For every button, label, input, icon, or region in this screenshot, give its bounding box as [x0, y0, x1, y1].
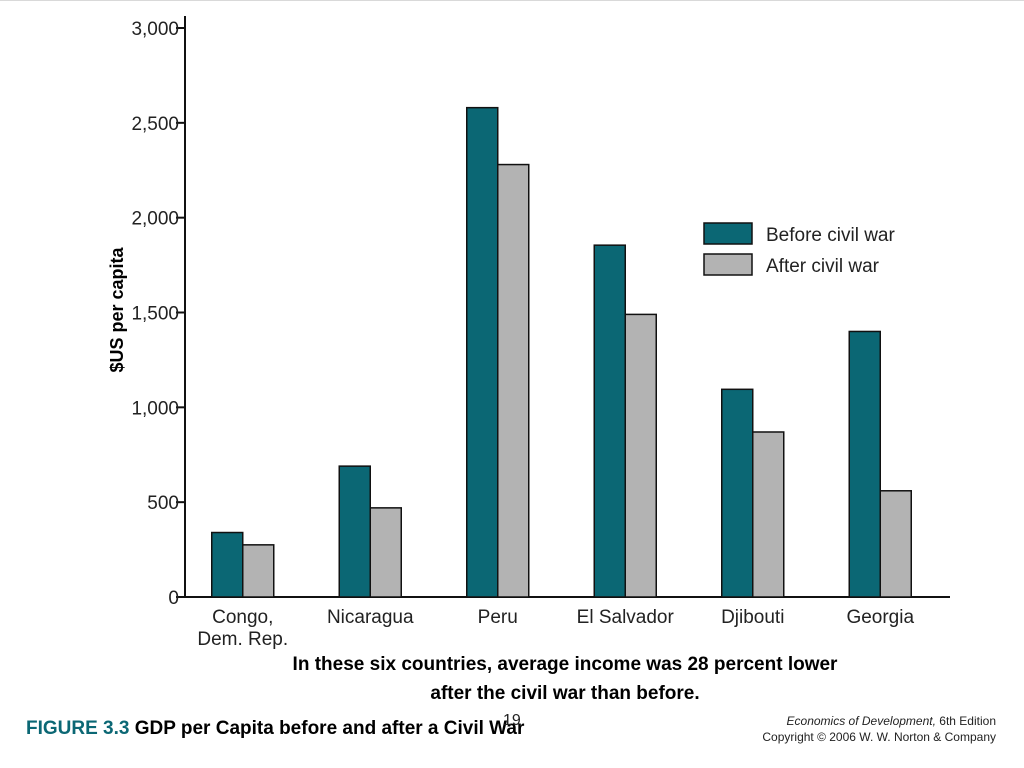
bar-after — [624, 313, 657, 598]
bar-after — [879, 490, 912, 598]
bar-after — [369, 507, 402, 598]
chart-axes — [176, 16, 950, 598]
bar-before — [593, 244, 626, 598]
y-tick-label: 2,500 — [131, 114, 179, 135]
bar-before — [848, 330, 881, 598]
x-tick-label: Peru — [478, 607, 518, 628]
book-edition: 6th Edition — [939, 714, 996, 728]
bar-before — [211, 531, 244, 598]
y-tick-label: 500 — [147, 493, 179, 514]
y-tick-label: 3,000 — [131, 19, 179, 40]
legend-label: After civil war — [766, 256, 880, 277]
chart-bars — [211, 106, 912, 598]
y-axis-label: $US per capita — [107, 246, 127, 372]
y-tick-label: 0 — [168, 588, 179, 609]
x-tick-label: Georgia — [846, 607, 914, 628]
caption-line: In these six countries, average income w… — [292, 654, 838, 675]
slide-number: 19 — [503, 712, 521, 729]
figure-number: FIGURE 3.3 — [26, 718, 130, 739]
bar-after — [497, 163, 530, 598]
publication-credit: Economics of Development, 6th Edition Co… — [762, 713, 996, 745]
chart-caption: In these six countries, average income w… — [240, 650, 890, 708]
bar-before — [721, 388, 754, 598]
x-tick-label: Djibouti — [721, 607, 784, 628]
bar-after — [752, 431, 785, 598]
x-tick-label: Congo, Dem. Rep. — [197, 607, 288, 650]
figure-title: FIGURE 3.3 GDP per Capita before and aft… — [26, 718, 524, 740]
book-title: Economics of Development, — [786, 714, 936, 728]
copyright-text: Copyright © 2006 W. W. Norton & Company — [762, 730, 996, 744]
legend-swatch-before — [703, 222, 753, 245]
bar-after — [242, 544, 275, 598]
caption-line: after the civil war than before. — [430, 683, 700, 704]
y-tick-label: 2,000 — [131, 209, 179, 230]
bar-chart: 0 500 1,000 1,500 2,000 2,500 3,000 Congo, Dem.… — [107, 16, 950, 650]
top-border-line — [0, 0, 1024, 1]
y-tick-labels: 0 500 1,000 1,500 2,000 2,500 3,000 — [131, 19, 179, 609]
x-tick-label: Nicaragua — [327, 607, 414, 628]
figure-title-text: GDP per Capita before and after a Civil … — [134, 718, 525, 739]
legend-swatch-after — [703, 253, 753, 276]
chart-legend: Before civil war After civil war — [703, 222, 895, 277]
bar-before — [466, 106, 499, 598]
legend-label: Before civil war — [766, 225, 895, 246]
x-tick-label: El Salvador — [577, 607, 675, 628]
y-tick-label: 1,000 — [131, 398, 179, 419]
x-tick-labels: Congo, Dem. Rep. Nicaragua Peru El Salvador D… — [197, 607, 914, 650]
y-tick-label: 1,500 — [131, 304, 179, 325]
bar-before — [338, 465, 371, 598]
